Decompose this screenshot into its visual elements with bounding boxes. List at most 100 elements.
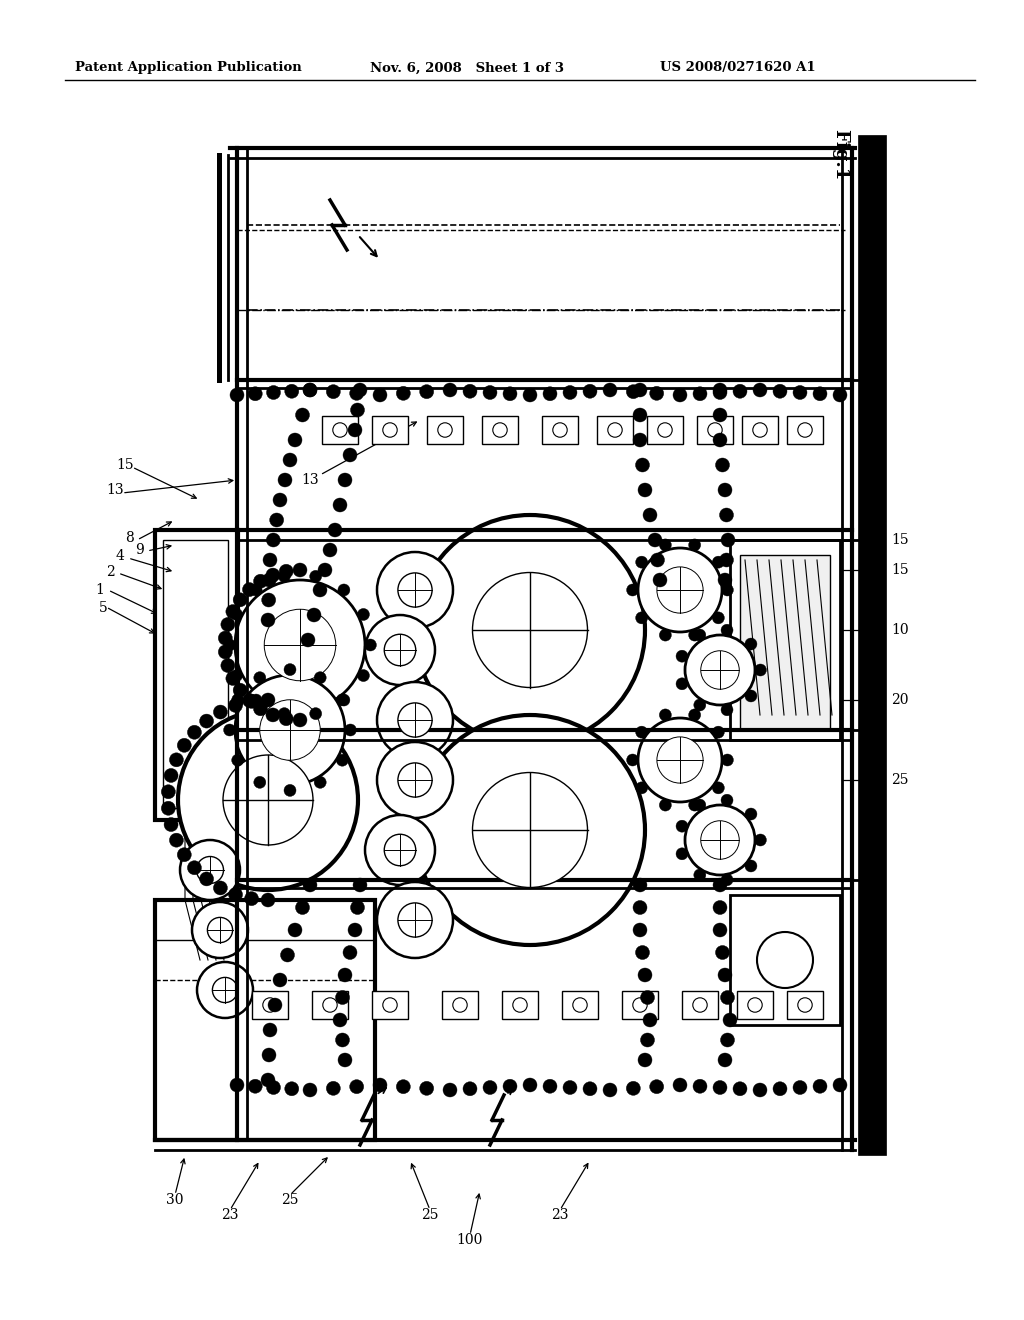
Circle shape — [254, 672, 266, 684]
Circle shape — [813, 1080, 827, 1093]
Circle shape — [365, 814, 435, 884]
Circle shape — [263, 553, 278, 568]
Circle shape — [713, 383, 727, 397]
Circle shape — [283, 453, 297, 467]
Circle shape — [689, 539, 700, 550]
Circle shape — [408, 912, 423, 928]
Text: 9: 9 — [135, 543, 144, 557]
Circle shape — [303, 1082, 317, 1097]
Circle shape — [261, 612, 275, 627]
Circle shape — [234, 579, 365, 710]
Circle shape — [373, 1078, 387, 1092]
Circle shape — [516, 616, 544, 644]
Circle shape — [721, 624, 733, 636]
Circle shape — [280, 711, 293, 726]
Circle shape — [673, 1078, 687, 1092]
Text: Fig.1: Fig.1 — [831, 129, 849, 181]
Circle shape — [463, 1082, 477, 1096]
Circle shape — [638, 718, 722, 803]
Circle shape — [408, 582, 423, 598]
Circle shape — [350, 403, 365, 417]
Circle shape — [162, 801, 175, 816]
Circle shape — [496, 796, 564, 865]
Circle shape — [336, 990, 349, 1005]
Circle shape — [357, 669, 370, 681]
Text: 25: 25 — [421, 1208, 438, 1222]
Circle shape — [318, 564, 332, 577]
Circle shape — [744, 859, 757, 873]
Circle shape — [721, 754, 733, 766]
Circle shape — [472, 772, 588, 887]
Circle shape — [323, 543, 337, 557]
Circle shape — [230, 388, 244, 403]
Circle shape — [685, 805, 755, 875]
Text: Nov. 6, 2008   Sheet 1 of 3: Nov. 6, 2008 Sheet 1 of 3 — [370, 62, 564, 74]
Circle shape — [231, 754, 244, 766]
Circle shape — [649, 387, 664, 400]
Circle shape — [296, 408, 309, 422]
Circle shape — [245, 891, 258, 906]
Circle shape — [543, 387, 557, 401]
Circle shape — [443, 383, 457, 397]
Bar — [427, 416, 463, 445]
Circle shape — [348, 923, 362, 937]
Circle shape — [223, 639, 236, 651]
Circle shape — [266, 1081, 281, 1094]
Bar — [372, 990, 408, 1019]
Circle shape — [472, 573, 588, 688]
Text: 23: 23 — [221, 1208, 239, 1222]
Circle shape — [659, 709, 672, 721]
Circle shape — [197, 857, 223, 883]
Circle shape — [228, 887, 243, 902]
Circle shape — [187, 725, 202, 739]
Circle shape — [323, 998, 337, 1012]
Circle shape — [187, 861, 202, 875]
Bar — [730, 540, 840, 741]
Circle shape — [257, 789, 279, 810]
Circle shape — [753, 422, 767, 437]
Circle shape — [264, 610, 336, 681]
Circle shape — [713, 900, 727, 915]
Circle shape — [694, 799, 706, 810]
Circle shape — [285, 384, 299, 399]
Circle shape — [273, 492, 287, 507]
Circle shape — [303, 383, 317, 397]
Circle shape — [513, 998, 527, 1012]
Circle shape — [636, 945, 649, 960]
Circle shape — [349, 387, 364, 400]
Circle shape — [338, 1053, 352, 1067]
Circle shape — [523, 1078, 537, 1092]
Circle shape — [673, 388, 687, 403]
Circle shape — [721, 990, 734, 1005]
Text: 25: 25 — [282, 1193, 299, 1206]
Circle shape — [293, 713, 307, 727]
Bar — [542, 416, 578, 445]
Circle shape — [707, 826, 733, 853]
Circle shape — [383, 422, 397, 437]
Circle shape — [638, 548, 722, 632]
Circle shape — [733, 384, 746, 399]
Circle shape — [226, 605, 240, 619]
Bar — [372, 416, 408, 445]
Circle shape — [694, 700, 706, 711]
Circle shape — [353, 878, 367, 892]
Bar — [502, 990, 538, 1019]
Circle shape — [523, 388, 537, 403]
Circle shape — [443, 1082, 457, 1097]
Circle shape — [718, 573, 732, 587]
Circle shape — [563, 1081, 577, 1094]
Circle shape — [281, 948, 295, 962]
Circle shape — [721, 533, 735, 546]
Circle shape — [333, 498, 347, 512]
Circle shape — [398, 763, 432, 797]
Circle shape — [248, 387, 262, 401]
Circle shape — [543, 1080, 557, 1093]
Circle shape — [279, 570, 291, 582]
Text: 4: 4 — [116, 549, 125, 564]
Circle shape — [723, 1012, 737, 1027]
Circle shape — [164, 768, 178, 783]
Circle shape — [638, 483, 652, 498]
Circle shape — [303, 383, 317, 397]
Circle shape — [250, 583, 262, 595]
Circle shape — [262, 573, 276, 587]
